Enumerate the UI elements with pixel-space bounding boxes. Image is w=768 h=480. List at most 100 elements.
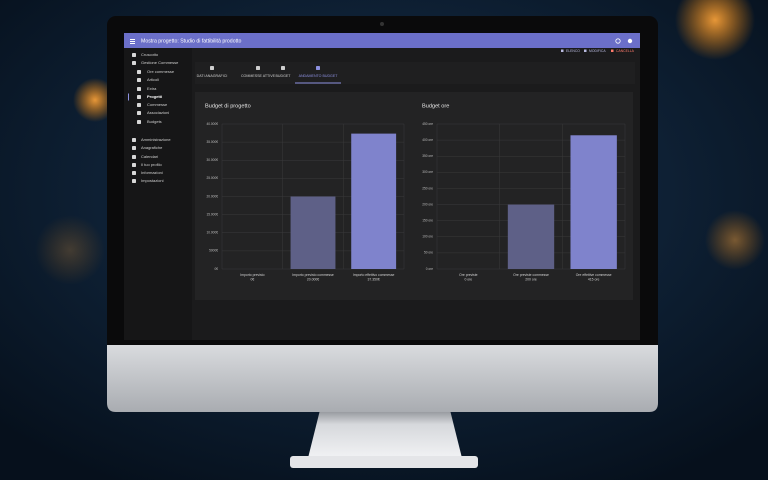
sidebar-icon	[137, 95, 141, 99]
sidebar-item[interactable]: Ore commesse	[147, 69, 175, 74]
sidebar-icon	[132, 171, 136, 175]
glow	[35, 215, 105, 285]
x-tick-label: Importo effettivo commesse	[353, 273, 395, 277]
tab-icon	[316, 66, 320, 70]
tab-bar	[195, 62, 635, 84]
sidebar-item[interactable]: Associazioni	[147, 110, 169, 115]
camera	[380, 22, 384, 26]
sidebar-item[interactable]: Cruscotto	[141, 52, 159, 57]
app-bar	[124, 33, 640, 48]
bar	[290, 196, 336, 269]
sidebar-icon	[132, 53, 136, 57]
sidebar-icon	[132, 163, 136, 167]
y-tick-label: 15.000€	[206, 212, 218, 216]
sidebar	[124, 48, 192, 340]
y-tick-label: 5000€	[209, 249, 218, 253]
x-tick-label: Ore effettive commesse	[576, 273, 612, 277]
monitor-base	[290, 456, 478, 468]
menu-icon	[130, 39, 135, 40]
value-label: 0€	[250, 277, 254, 281]
menu-icon	[130, 43, 135, 44]
sidebar-item[interactable]: Articoli	[147, 77, 159, 82]
sidebar-icon	[137, 120, 141, 124]
y-tick-label: 35.000€	[206, 140, 218, 144]
value-label: 20.000€	[307, 277, 319, 281]
tab-underline	[295, 82, 341, 84]
value-label: 0 ore	[464, 277, 472, 281]
y-tick-label: 150 ore	[422, 219, 433, 223]
y-tick-label: 400 ore	[422, 138, 433, 142]
y-tick-label: 40.000€	[206, 122, 218, 126]
sidebar-icon	[132, 155, 136, 159]
active-indicator	[128, 93, 129, 101]
sidebar-item[interactable]: Budgets	[147, 119, 162, 124]
tab[interactable]: DATI ANAGRAFICI	[197, 74, 228, 78]
sidebar-item[interactable]: Informazioni	[141, 170, 163, 175]
sidebar-item[interactable]: Amministrazione	[141, 137, 171, 142]
action-icon[interactable]	[611, 49, 614, 53]
card	[195, 92, 633, 300]
x-tick-label: Ore previste	[459, 273, 478, 277]
sidebar-item[interactable]: Commesse	[147, 102, 168, 107]
bar	[507, 204, 555, 269]
y-tick-label: 200 ore	[422, 202, 433, 206]
action-icon[interactable]	[584, 49, 587, 53]
chart-title: Budget ore	[422, 103, 449, 109]
y-tick-label: 25.000€	[206, 176, 218, 180]
sidebar-icon	[132, 61, 136, 65]
glow	[675, 0, 755, 60]
sidebar-icon	[132, 146, 136, 150]
sidebar-item[interactable]: Calendari	[141, 154, 158, 159]
tab[interactable]: BUDGET	[276, 74, 292, 78]
glow	[705, 210, 765, 270]
value-label: 37.350€	[368, 277, 380, 281]
action-button[interactable]: ELENCO	[566, 49, 580, 53]
action-icon[interactable]	[561, 49, 564, 53]
tab-icon	[281, 66, 285, 70]
x-tick-label: Importo previsto	[240, 273, 264, 277]
tab[interactable]: COMMESSE ATTIVE	[241, 74, 276, 78]
y-tick-label: 10.000€	[206, 231, 218, 235]
sidebar-item[interactable]: Progetti	[147, 94, 162, 99]
refresh-icon[interactable]	[615, 38, 621, 44]
sidebar-item[interactable]: Gestione Commesse	[141, 60, 179, 65]
value-label: 200 ore	[525, 277, 537, 281]
sidebar-item[interactable]: Il tuo profilo	[141, 162, 162, 167]
y-tick-label: 250 ore	[422, 186, 433, 190]
sidebar-icon	[137, 87, 141, 91]
glow	[73, 78, 117, 122]
sidebar-item[interactable]: Anagrafiche	[141, 145, 163, 150]
y-tick-label: 100 ore	[422, 235, 433, 239]
y-tick-label: 450 ore	[422, 122, 433, 126]
x-tick-label: Ore previste commesse	[513, 273, 549, 277]
account-icon[interactable]	[627, 38, 633, 44]
app-title: Mostra progetto: Studio di fattibilità p…	[141, 38, 241, 44]
action-button[interactable]: CANCELLA	[616, 49, 635, 53]
content: ELENCO MODIFICA CANCELLA Cruscotto Gestione …	[128, 49, 635, 281]
tab[interactable]: ANDAMENTO BUDGET	[299, 74, 339, 78]
y-tick-label: 350 ore	[422, 154, 433, 158]
tab-icon	[210, 66, 214, 70]
sidebar-icon	[137, 103, 141, 107]
sidebar-icon	[137, 70, 141, 74]
action-button[interactable]: MODIFICA	[589, 49, 606, 53]
x-tick-label: Importo previsto commesse	[292, 273, 334, 277]
sidebar-item[interactable]: Impostazioni	[141, 178, 164, 183]
monitor-chin	[107, 345, 658, 412]
sidebar-item[interactable]: Extra	[147, 86, 157, 91]
bar	[351, 133, 397, 269]
y-tick-label: 300 ore	[422, 170, 433, 174]
sidebar-icon	[132, 179, 136, 183]
tab-icon	[256, 66, 260, 70]
value-label: 415 ore	[588, 277, 600, 281]
y-tick-label: 0 ore	[426, 267, 433, 271]
y-tick-label: 0€	[214, 267, 218, 271]
chart-title: Budget di progetto	[205, 103, 251, 109]
sidebar-icon	[132, 138, 136, 142]
y-tick-label: 20.000€	[206, 194, 218, 198]
menu-icon	[130, 41, 135, 42]
monitor-stand	[308, 410, 462, 458]
sidebar-icon	[137, 111, 141, 115]
y-tick-label: 30.000€	[206, 158, 218, 162]
